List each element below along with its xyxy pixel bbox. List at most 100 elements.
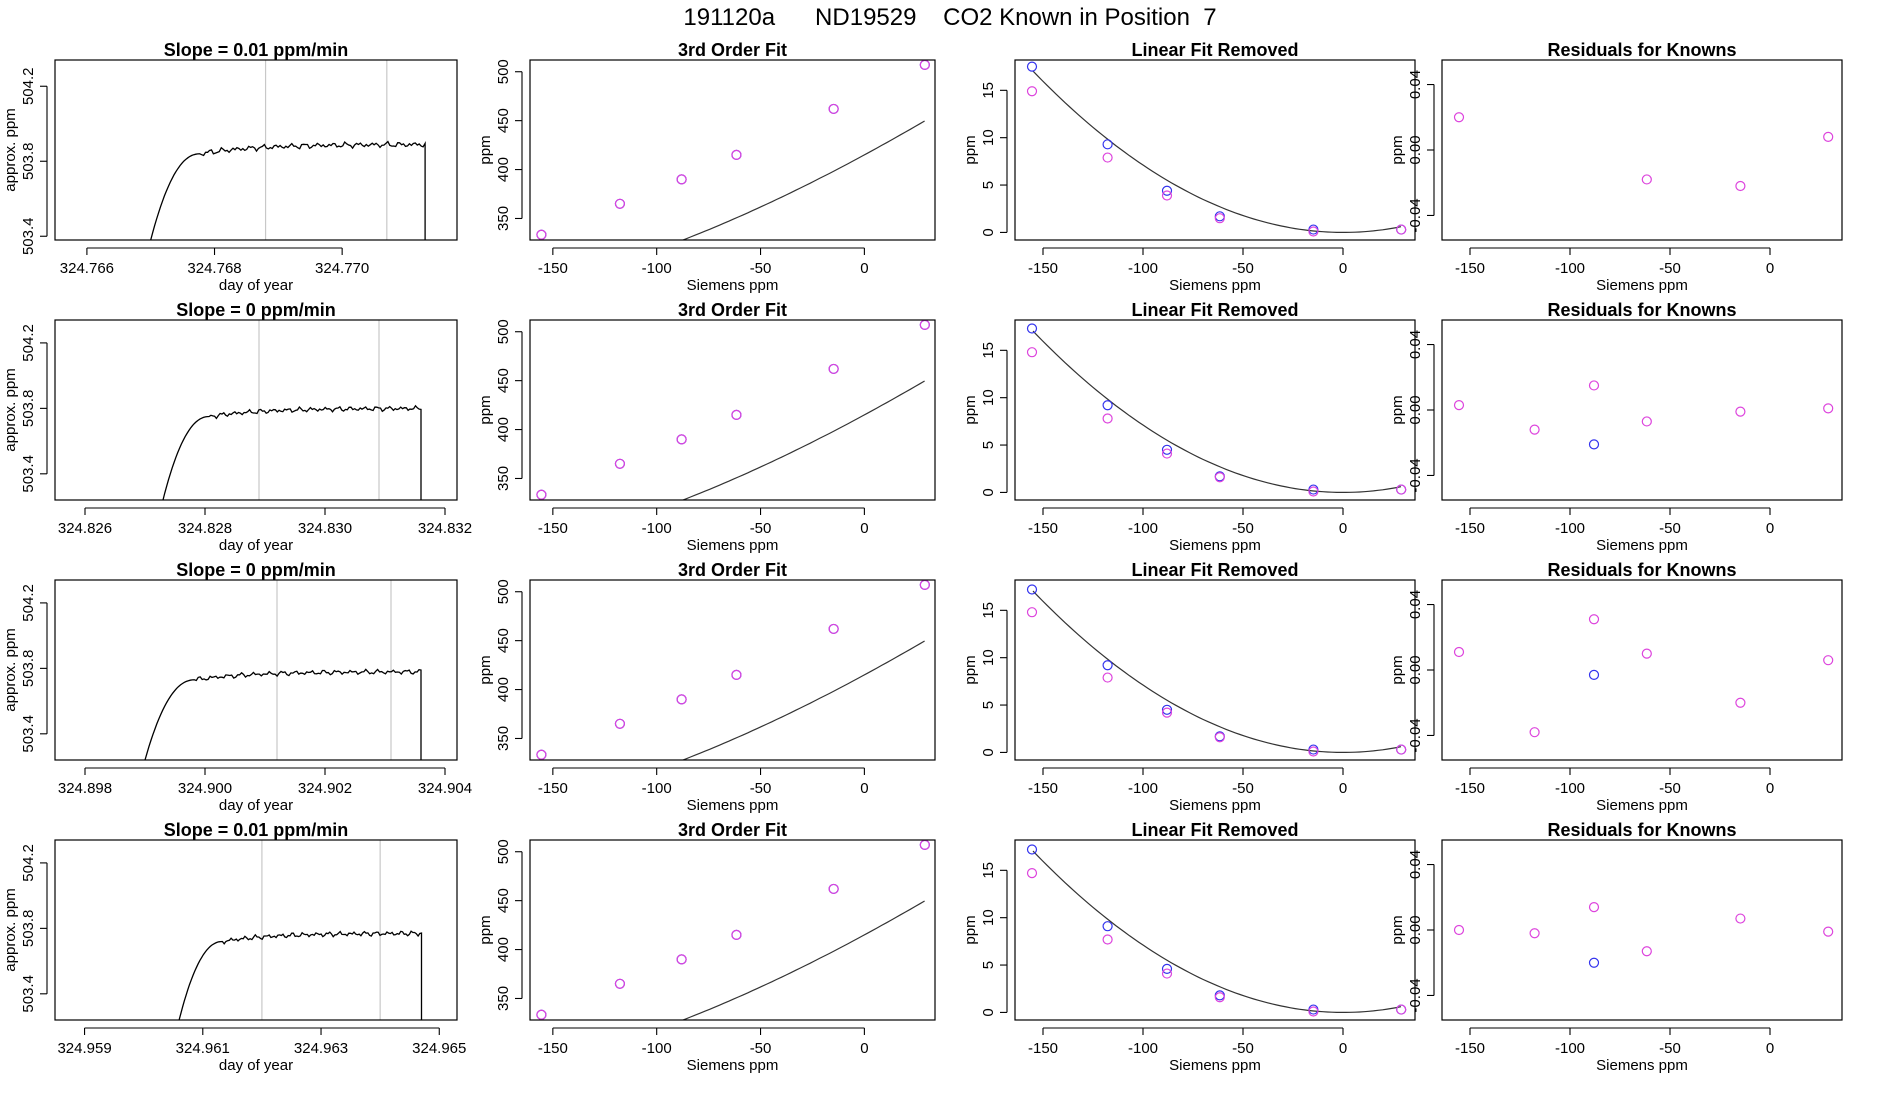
y-tick-label: 15	[980, 342, 997, 359]
x-tick-label: 0	[1339, 1040, 1347, 1057]
y-axis-label: ppm	[1389, 655, 1406, 684]
magenta-point	[828, 623, 839, 635]
y-tick-label: 350	[495, 986, 512, 1011]
y-tick-label: 0.04	[1407, 850, 1424, 879]
y-tick-label: 500	[495, 59, 512, 84]
y-tick-label: 350	[495, 726, 512, 751]
y-tick-label: -0.04	[1407, 458, 1424, 492]
blue-point	[1161, 185, 1173, 196]
x-tick-label: 0	[1766, 780, 1774, 797]
x-tick-label: -100	[1128, 780, 1158, 797]
magenta-point	[614, 458, 626, 469]
panel-r4-c4: -150 -100 -50 0 -0.04 0.00 0.04 Residuals for K…	[1389, 820, 1843, 1074]
x-axis-label: day of year	[219, 537, 293, 554]
plot-frame	[1014, 579, 1416, 761]
y-tick-label: 350	[495, 206, 512, 231]
x-axis-label: Siemens ppm	[687, 277, 779, 294]
plot-frame	[1441, 839, 1843, 1021]
plot-frame	[54, 59, 458, 241]
magenta-point	[1396, 224, 1407, 235]
plot-frame	[529, 579, 936, 761]
magenta-point	[828, 363, 839, 375]
plot-area	[1453, 901, 1834, 968]
magenta-point	[676, 434, 687, 445]
magenta-point	[1823, 131, 1834, 143]
y-tick-label: 0.00	[1407, 135, 1424, 164]
panel-r1-c2: -150 -100 -50 0 350 400 450 500 3rd Order Fit Sie…	[477, 40, 936, 294]
magenta-point	[536, 229, 547, 240]
magenta-point	[1102, 934, 1113, 945]
x-axis-label: Siemens ppm	[1596, 537, 1688, 554]
panel-r1-c3: -150 -100 -50 0 0 5 10 15 Linear Fit Removed Siem…	[962, 40, 1416, 294]
y-tick-label: 0.00	[1407, 655, 1424, 684]
magenta-point	[1214, 732, 1225, 743]
x-axis-label: Siemens ppm	[1169, 537, 1261, 554]
y-tick-label: 504.2	[20, 584, 37, 622]
y-tick-label: 504.2	[20, 67, 37, 105]
magenta-point	[1396, 744, 1407, 755]
magenta-point	[1161, 968, 1173, 979]
panel-r1-c4: -150 -100 -50 0 -0.04 0.00 0.04 Residuals for K…	[1389, 40, 1843, 294]
y-tick-label: 504.2	[20, 324, 37, 362]
plot-area	[1026, 61, 1407, 237]
plot-area	[1026, 584, 1407, 757]
x-tick-label: 324.768	[187, 260, 241, 277]
magenta-point	[919, 580, 930, 590]
plot-area	[536, 580, 930, 760]
y-tick-label: 450	[495, 108, 512, 133]
y-axis-label: ppm	[477, 915, 494, 944]
magenta-point	[1102, 152, 1113, 163]
x-tick-label: -50	[1659, 520, 1681, 537]
panel-title: Linear Fit Removed	[1131, 560, 1298, 580]
x-tick-label: -50	[750, 780, 772, 797]
panel-title: Linear Fit Removed	[1131, 820, 1298, 840]
plot-area	[536, 840, 930, 1020]
fit-curve	[1032, 330, 1402, 493]
x-tick-label: -100	[642, 780, 672, 797]
fit-curve	[681, 380, 925, 500]
magenta-point	[919, 840, 930, 850]
x-tick-label: 324.965	[412, 1040, 466, 1057]
panel-title: Slope = 0 ppm/min	[176, 300, 336, 320]
magenta-point	[828, 883, 839, 895]
y-tick-label: 5	[980, 961, 997, 969]
x-axis-label: Siemens ppm	[1169, 1057, 1261, 1074]
magenta-point	[1214, 213, 1225, 224]
magenta-point	[1453, 399, 1465, 411]
fit-curve	[1032, 70, 1402, 233]
plot-area	[536, 320, 930, 500]
stability-trace	[150, 140, 426, 240]
x-tick-label: 324.770	[315, 260, 369, 277]
x-tick-label: 324.959	[57, 1040, 111, 1057]
y-tick-label: 500	[495, 319, 512, 344]
magenta-point	[614, 198, 626, 209]
plot-frame	[1014, 839, 1416, 1021]
y-axis-label: ppm	[477, 655, 494, 684]
x-tick-label: -100	[642, 520, 672, 537]
x-tick-label: -150	[1455, 260, 1485, 277]
x-tick-label: -100	[1128, 1040, 1158, 1057]
x-tick-label: 0	[860, 520, 868, 537]
panel-title: Slope = 0 ppm/min	[176, 560, 336, 580]
y-axis-label: ppm	[962, 915, 979, 944]
x-tick-label: 324.826	[58, 520, 112, 537]
magenta-point	[1641, 174, 1652, 185]
magenta-point	[1588, 380, 1600, 391]
plot-frame	[54, 839, 458, 1021]
plot-frame	[1441, 579, 1843, 761]
magenta-point	[536, 1009, 547, 1020]
y-tick-label: 450	[495, 368, 512, 393]
x-tick-label: -100	[642, 1040, 672, 1057]
x-tick-label: -150	[538, 1040, 568, 1057]
plot-area	[144, 668, 422, 760]
magenta-point	[1026, 868, 1038, 879]
y-tick-label: 503.8	[20, 142, 37, 180]
panel-r2-c4: -150 -100 -50 0 -0.04 0.00 0.04 Residuals for K…	[1389, 300, 1843, 554]
x-tick-label: 0	[1766, 260, 1774, 277]
y-tick-label: 500	[495, 579, 512, 604]
panel-title: Linear Fit Removed	[1131, 40, 1298, 60]
panel-title: 3rd Order Fit	[678, 820, 787, 840]
magenta-point	[1161, 707, 1173, 718]
x-tick-label: 324.961	[176, 1040, 230, 1057]
panel-title: 3rd Order Fit	[678, 40, 787, 60]
